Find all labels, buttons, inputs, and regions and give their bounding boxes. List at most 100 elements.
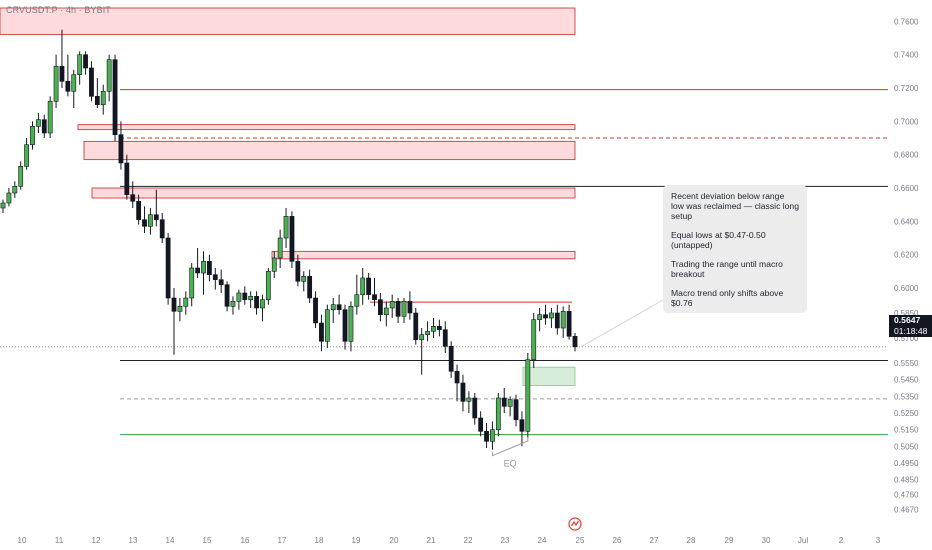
time-axis[interactable]: 10 11 12 13 14 15 16 17 18 19 20 21 22 23 24 25 26 27 28 29… xyxy=(18,536,881,545)
candle[interactable] xyxy=(566,304,572,340)
candle[interactable] xyxy=(372,278,377,307)
candle[interactable] xyxy=(106,54,112,102)
candle[interactable] xyxy=(100,84,106,115)
candle[interactable] xyxy=(389,294,395,318)
candle[interactable] xyxy=(189,263,195,307)
candle[interactable] xyxy=(289,211,295,268)
candle[interactable] xyxy=(560,306,566,338)
candle[interactable] xyxy=(165,233,171,305)
candle[interactable] xyxy=(77,51,83,85)
candle[interactable] xyxy=(53,54,59,108)
price-axis[interactable]: 0.7600 0.7400 0.7200 0.7000 0.6800 0.6600 0.64… xyxy=(894,17,919,514)
candle[interactable] xyxy=(236,289,242,310)
candle[interactable] xyxy=(478,411,484,437)
candle[interactable] xyxy=(59,29,65,88)
candle[interactable] xyxy=(271,251,277,278)
candle[interactable] xyxy=(507,396,513,417)
candle[interactable] xyxy=(549,308,554,328)
candle[interactable] xyxy=(224,281,230,312)
candle[interactable] xyxy=(177,298,183,322)
candle[interactable] xyxy=(401,298,407,323)
candle[interactable] xyxy=(407,291,413,320)
candles-layer[interactable] xyxy=(0,29,578,450)
candle[interactable] xyxy=(242,286,248,305)
candle[interactable] xyxy=(366,273,372,300)
candle[interactable] xyxy=(265,268,271,305)
candle[interactable] xyxy=(35,113,41,133)
candle[interactable] xyxy=(83,51,88,75)
candle[interactable] xyxy=(313,291,318,328)
candle[interactable] xyxy=(283,208,289,248)
candle[interactable] xyxy=(277,229,283,268)
candle[interactable] xyxy=(513,394,519,427)
candle[interactable] xyxy=(41,114,47,138)
candle[interactable] xyxy=(395,298,401,323)
candle[interactable] xyxy=(130,181,136,208)
candle[interactable] xyxy=(124,154,130,200)
candle[interactable] xyxy=(490,421,495,450)
candle[interactable] xyxy=(47,96,53,138)
candle[interactable] xyxy=(442,321,448,353)
candle[interactable] xyxy=(24,138,29,170)
candle[interactable] xyxy=(378,293,383,322)
candle[interactable] xyxy=(254,291,259,315)
candle[interactable] xyxy=(537,308,543,332)
candle[interactable] xyxy=(12,181,18,198)
candle[interactable] xyxy=(18,161,24,190)
candle[interactable] xyxy=(0,199,6,213)
candle[interactable] xyxy=(148,208,153,235)
tradingview-logo-icon[interactable] xyxy=(568,517,582,531)
candle[interactable] xyxy=(466,391,472,413)
candle[interactable] xyxy=(495,393,501,437)
candle[interactable] xyxy=(295,254,301,287)
candle[interactable] xyxy=(118,121,124,170)
candle[interactable] xyxy=(419,328,425,375)
candle[interactable] xyxy=(425,321,430,342)
candle[interactable] xyxy=(448,341,454,378)
candle[interactable] xyxy=(307,269,313,303)
candle[interactable] xyxy=(248,291,254,308)
candle[interactable] xyxy=(212,268,218,290)
candle[interactable] xyxy=(260,294,265,322)
candle[interactable] xyxy=(230,296,236,315)
candle[interactable] xyxy=(6,188,12,207)
candle[interactable] xyxy=(413,308,419,345)
candle[interactable] xyxy=(301,271,307,292)
candle[interactable] xyxy=(336,294,342,315)
candle[interactable] xyxy=(383,301,389,327)
candle[interactable] xyxy=(206,254,212,282)
candle[interactable] xyxy=(360,268,366,305)
candle[interactable] xyxy=(472,393,478,425)
candle[interactable] xyxy=(218,269,224,293)
candle[interactable] xyxy=(348,301,354,352)
candle[interactable] xyxy=(330,298,336,323)
candle[interactable] xyxy=(142,206,147,233)
candle[interactable] xyxy=(89,61,94,102)
candle[interactable] xyxy=(431,318,436,338)
candle[interactable] xyxy=(183,291,189,315)
candle[interactable] xyxy=(460,374,466,412)
candle[interactable] xyxy=(501,388,507,413)
candle[interactable] xyxy=(71,69,77,108)
candle[interactable] xyxy=(572,333,578,352)
candle[interactable] xyxy=(201,251,206,295)
candle[interactable] xyxy=(484,423,489,448)
candle[interactable] xyxy=(531,313,537,368)
candle[interactable] xyxy=(195,248,200,278)
candle[interactable] xyxy=(153,189,159,227)
candle[interactable] xyxy=(136,194,142,225)
candle[interactable] xyxy=(554,304,560,335)
candle[interactable] xyxy=(319,314,324,352)
candle[interactable] xyxy=(112,54,118,142)
candle[interactable] xyxy=(94,78,100,108)
candle[interactable] xyxy=(30,121,35,150)
candle[interactable] xyxy=(324,304,330,348)
candle[interactable] xyxy=(342,304,348,350)
candle[interactable] xyxy=(354,274,360,315)
candle[interactable] xyxy=(525,353,531,438)
candle[interactable] xyxy=(65,54,71,97)
candle[interactable] xyxy=(171,288,177,355)
candle[interactable] xyxy=(454,364,460,402)
candle[interactable] xyxy=(543,304,548,325)
candle[interactable] xyxy=(159,213,165,243)
